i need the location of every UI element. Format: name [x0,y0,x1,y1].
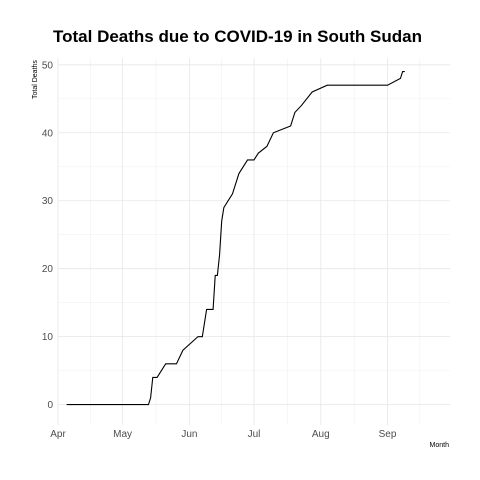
x-tick-label: Sep [379,429,397,440]
y-tick-label: 50 [42,60,54,71]
x-axis-title: Month [430,442,450,449]
series-line-total-deaths [66,71,405,406]
y-tick-label: 40 [42,128,54,139]
gridlines [57,58,450,425]
y-tick-label: 30 [42,196,54,207]
x-tick-label: Aug [312,429,330,440]
y-tick-label: 10 [42,332,54,343]
y-axis-title: Total Deaths [32,60,39,99]
x-tick-label: Jul [248,429,261,440]
x-tick-label: May [113,429,132,440]
x-tick-label: Apr [50,429,66,440]
data-series [66,71,405,406]
chart-title: Total Deaths due to COVID-19 in South Su… [53,27,422,46]
y-tick-label: 0 [47,400,53,411]
x-tick-label: Jun [181,429,197,440]
y-tick-label: 20 [42,264,54,275]
tick-labels: 0 10 20 30 40 50 Apr May Jun Jul Aug Sep [42,60,397,440]
